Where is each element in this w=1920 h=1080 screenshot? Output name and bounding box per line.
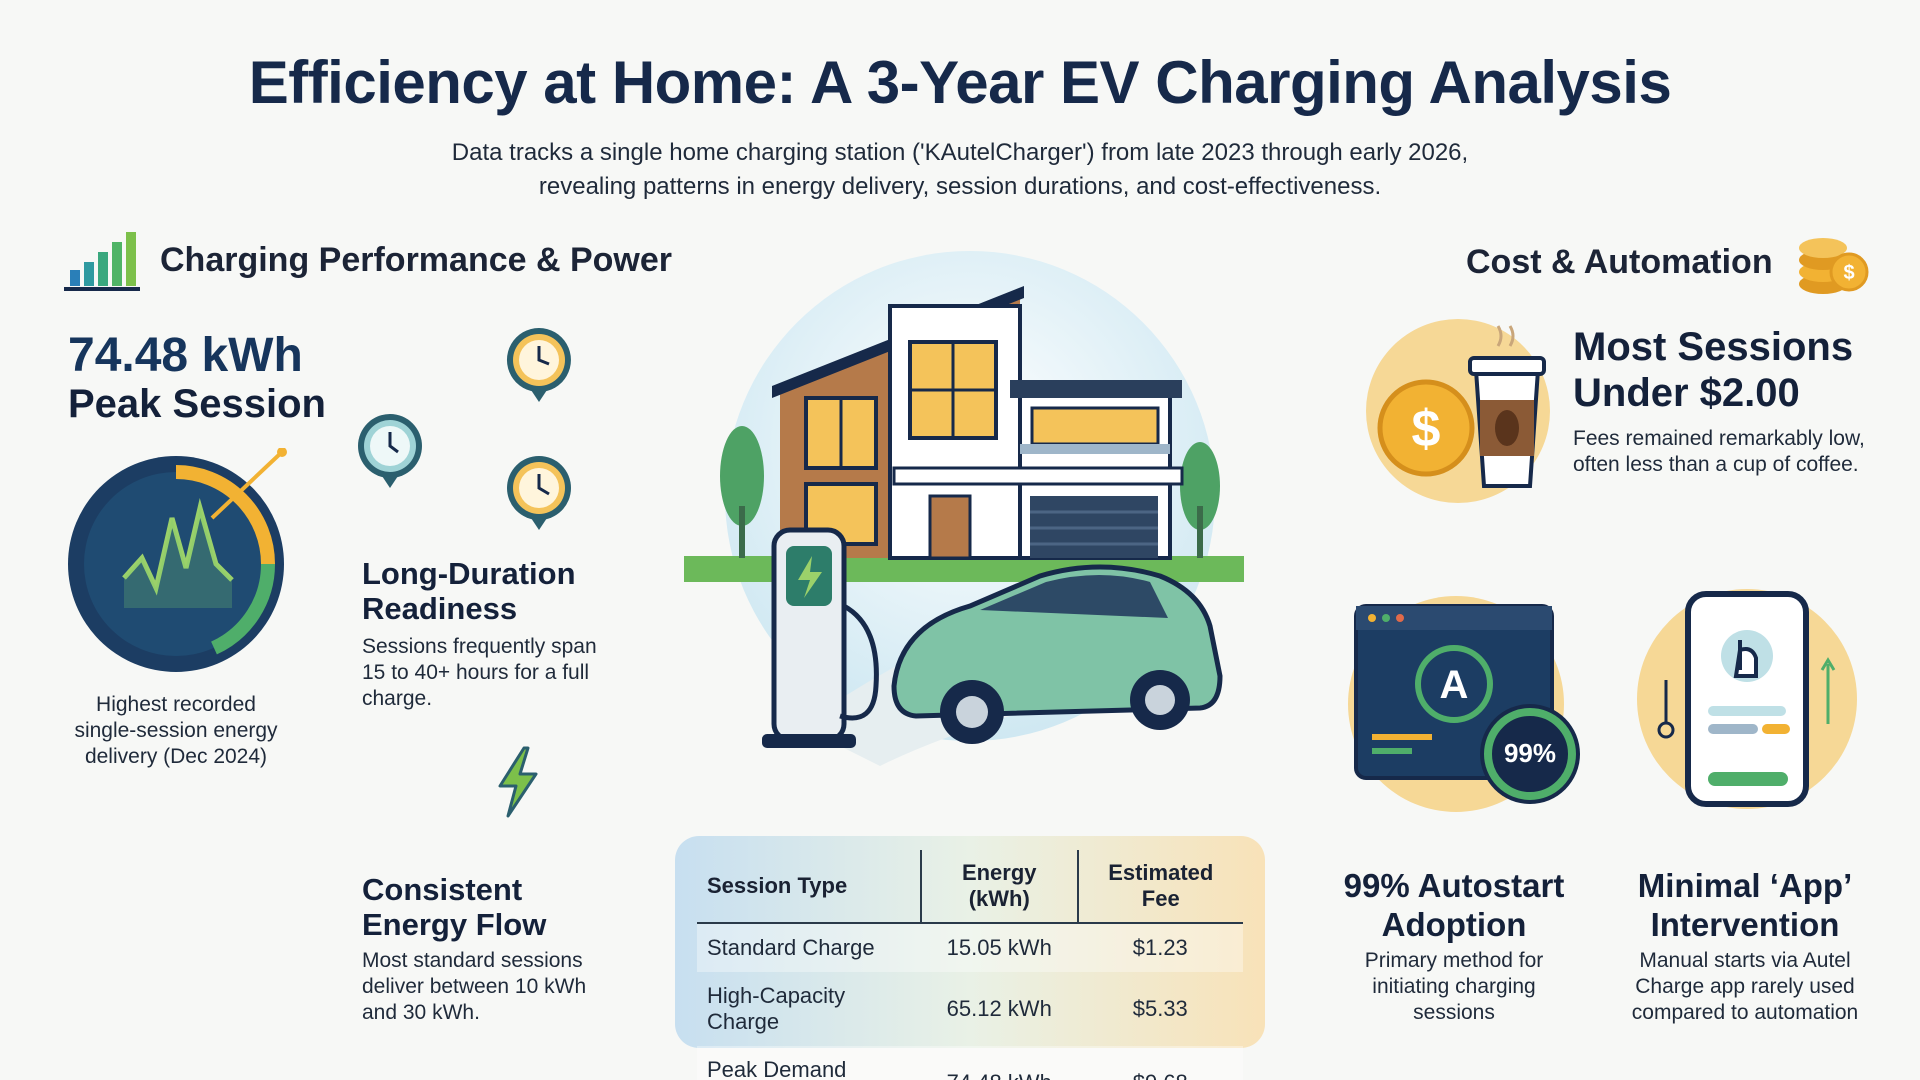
peak-value: 74.48 kWh xyxy=(68,329,303,382)
app-title-line: Minimal ‘App’ xyxy=(1637,867,1853,904)
autostart-desc-line: sessions xyxy=(1413,1001,1495,1024)
autostart-desc-line: Primary method for xyxy=(1364,949,1544,972)
right-section-title: Cost & Automation xyxy=(1466,242,1773,281)
column-header: Estimated Fee xyxy=(1076,850,1243,924)
peak-desc-line: delivery (Dec 2024) xyxy=(84,745,268,768)
monitor-autostart-icon: A xyxy=(1348,596,1580,812)
subtitle-line-2: revealing patterns in energy delivery, s… xyxy=(538,173,1382,200)
cost-description: Fees remained remarkably low, often less… xyxy=(1573,426,1893,478)
coins-icon: $ xyxy=(1798,238,1869,294)
peak-desc-line: single-session energy xyxy=(74,719,278,742)
subtitle-line-1: Data tracks a single home charging stati… xyxy=(451,139,1469,166)
clock-icon xyxy=(507,456,571,530)
table-cell: 74.48 kWh xyxy=(920,1046,1078,1080)
autostart-badge: 99% xyxy=(1503,738,1557,768)
table-cell: $1.23 xyxy=(1077,923,1243,972)
page-subtitle: Data tracks a single home charging stati… xyxy=(360,136,1560,204)
peak-label: Peak Session xyxy=(68,382,326,426)
duration-desc-line: charge. xyxy=(362,687,433,710)
svg-text:$: $ xyxy=(1412,400,1441,458)
cost-desc-line: often less than a cup of coffee. xyxy=(1573,453,1859,476)
duration-desc-line: 15 to 40+ hours for a full xyxy=(362,661,590,684)
peak-description: Highest recorded single-session energy d… xyxy=(56,692,296,770)
duration-title-line: Long-Duration xyxy=(362,556,576,591)
duration-title-line: Readiness xyxy=(362,591,518,626)
autostart-title-line: Adoption xyxy=(1381,906,1527,943)
peak-desc-line: Highest recorded xyxy=(96,693,256,716)
table-cell: High-Capacity Charge xyxy=(707,983,846,1034)
table-row: High-Capacity Charge 65.12 kWh $5.33 xyxy=(697,972,1243,1046)
session-table-grid: Session Type Energy (kWh) Estimated Fee … xyxy=(697,850,1243,1080)
clock-icon xyxy=(506,328,571,402)
cost-desc-line: Fees remained remarkably low, xyxy=(1573,427,1865,450)
smartphone-app-icon xyxy=(1637,589,1857,809)
app-desc-line: Charge app rarely used xyxy=(1635,975,1855,998)
cost-title-line: Under $2.00 xyxy=(1573,371,1800,415)
house-ev-illustration xyxy=(684,251,1244,766)
autostart-title: 99% Autostart Adoption xyxy=(1314,866,1594,944)
app-title: Minimal ‘App’ Intervention xyxy=(1600,866,1890,944)
coin-coffee-icon: $ xyxy=(1366,319,1550,503)
autostart-icon: A 99% xyxy=(1336,594,1596,814)
table-cell: 65.12 kWh xyxy=(946,996,1052,1021)
autostart-title-line: 99% Autostart xyxy=(1343,867,1565,904)
table-cell: 15.05 kWh xyxy=(920,923,1078,972)
svg-text:$: $ xyxy=(1843,262,1854,284)
right-section-header: Cost & Automation $ xyxy=(1466,226,1869,298)
session-table: Session Type Energy (kWh) Estimated Fee … xyxy=(675,836,1265,1080)
app-title-line: Intervention xyxy=(1650,906,1840,943)
flow-title-line: Energy Flow xyxy=(362,907,547,942)
app-desc-line: Manual starts via Autel xyxy=(1639,949,1851,972)
duration-title: Long-Duration Readiness xyxy=(362,556,576,626)
svg-text:A: A xyxy=(1440,663,1469,707)
cost-title-line: Most Sessions xyxy=(1573,325,1854,369)
autostart-desc-line: initiating charging xyxy=(1372,975,1536,998)
app-description: Manual starts via Autel Charge app rarel… xyxy=(1600,948,1890,1026)
duration-desc-line: Sessions frequently span xyxy=(362,635,597,658)
bar-chart-icon xyxy=(64,232,140,291)
lightning-icon xyxy=(498,746,538,818)
left-section-title: Charging Performance & Power xyxy=(160,240,673,279)
duration-description: Sessions frequently span 15 to 40+ hours… xyxy=(362,634,622,712)
flow-desc-line: Most standard sessions xyxy=(362,949,583,972)
table-cell: $9.68 xyxy=(1077,1046,1243,1080)
table-cell: $5.33 xyxy=(1132,996,1188,1021)
autostart-description: Primary method for initiating charging s… xyxy=(1314,948,1594,1026)
table-header-row: Session Type Energy (kWh) Estimated Fee xyxy=(697,850,1243,924)
column-header: Session Type xyxy=(697,850,921,924)
table-row: Peak Demand Charge 74.48 kWh $9.68 xyxy=(697,1046,1243,1080)
column-header: Energy (kWh) xyxy=(919,850,1078,924)
flow-title: Consistent Energy Flow xyxy=(362,872,546,942)
table-cell: Peak Demand Charge xyxy=(697,1046,921,1080)
clock-icon xyxy=(358,414,422,488)
flow-title-line: Consistent xyxy=(362,872,523,907)
flow-description: Most standard sessions deliver between 1… xyxy=(362,948,622,1026)
left-section-header: Charging Performance & Power xyxy=(64,228,672,292)
flow-desc-line: and 30 kWh. xyxy=(362,1001,480,1024)
app-desc-line: compared to automation xyxy=(1631,1001,1859,1024)
table-row: Standard Charge 15.05 kWh $1.23 xyxy=(697,923,1243,972)
cost-title: Most Sessions Under $2.00 xyxy=(1573,324,1853,416)
peak-gauge-icon xyxy=(68,448,287,672)
table-cell: Standard Charge xyxy=(697,923,921,972)
page-title: Efficiency at Home: A 3-Year EV Charging… xyxy=(248,49,1672,116)
flow-desc-line: deliver between 10 kWh xyxy=(362,975,587,998)
